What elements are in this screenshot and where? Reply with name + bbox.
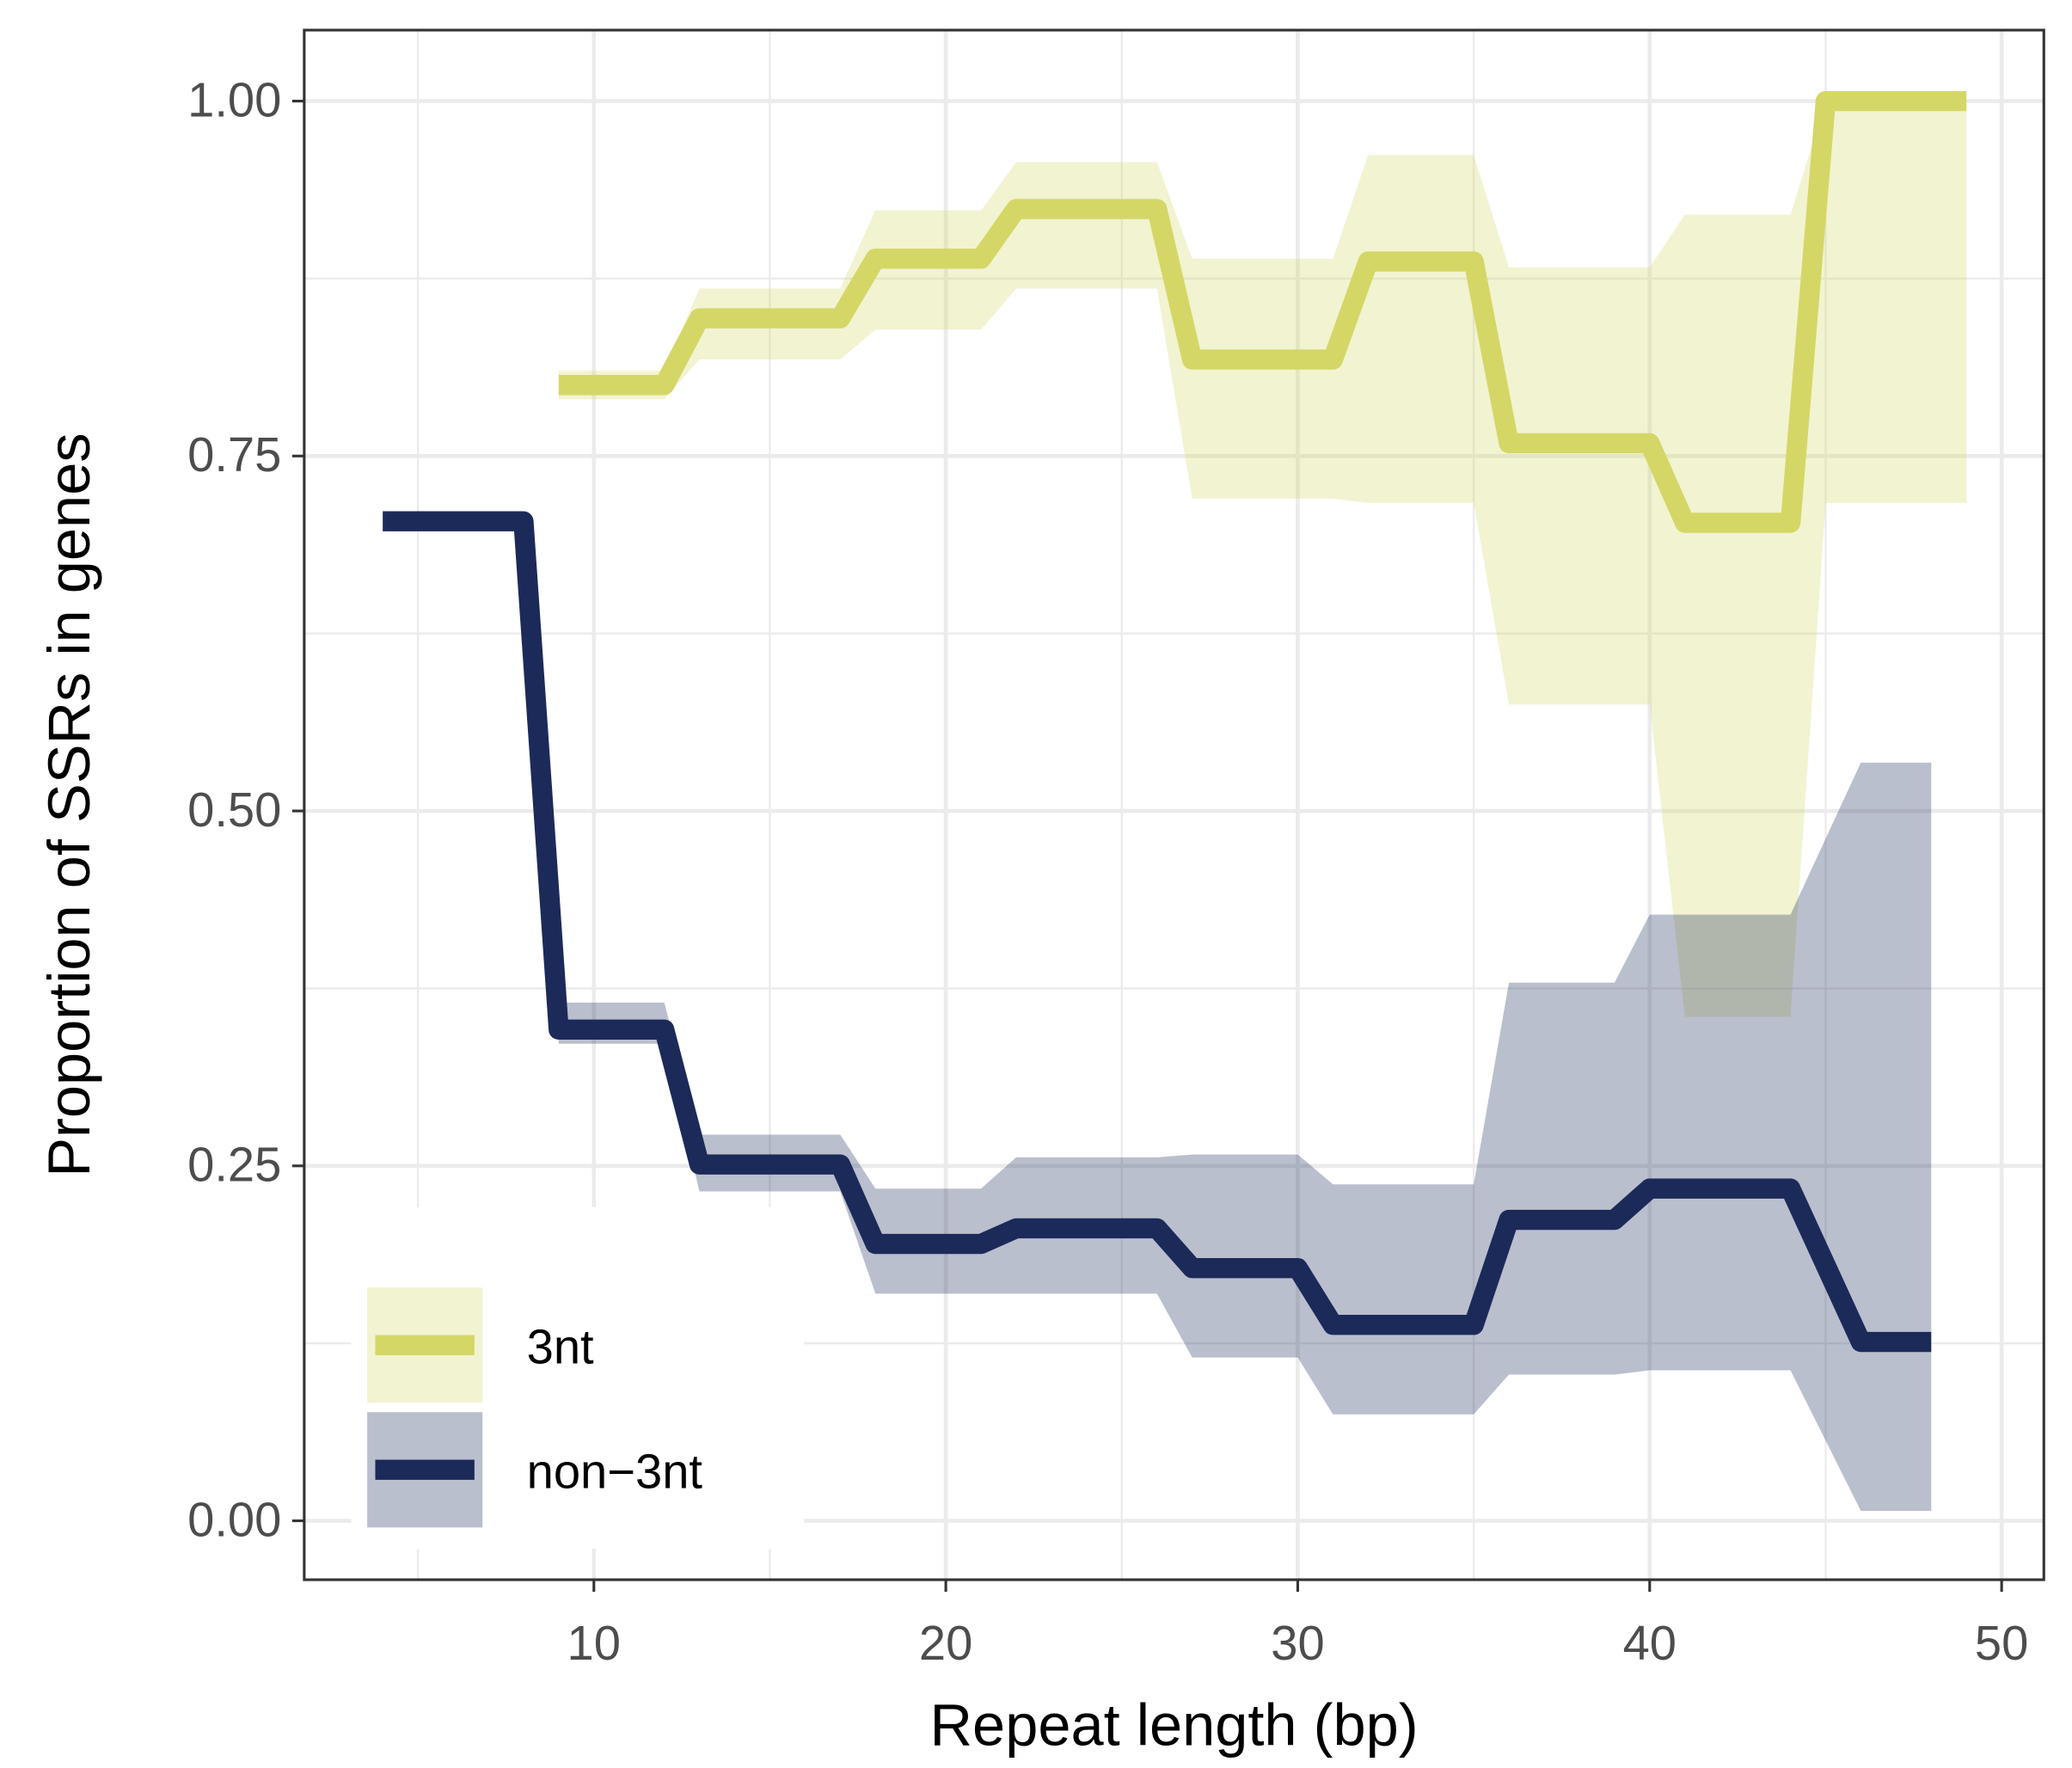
marks xyxy=(383,90,1967,1511)
y-axis-title: Proportion of SSRs in genes xyxy=(36,433,102,1176)
y-tick-label: 0.75 xyxy=(187,427,281,482)
x-tick-label: 50 xyxy=(1975,1616,2028,1670)
ribbon xyxy=(558,101,1967,1017)
axes: 10 20 30 40 50 0.00 0.25 0.50 0.75 1.00 xyxy=(187,72,2028,1669)
legend-background xyxy=(351,1206,805,1550)
legend-label: 3nt xyxy=(527,1319,594,1373)
x-tick-label: 40 xyxy=(1623,1616,1677,1670)
line xyxy=(383,511,1932,1353)
panel-border xyxy=(303,28,2045,1581)
y-tick-label: 0.25 xyxy=(187,1138,281,1192)
y-tick-label: 0.00 xyxy=(187,1492,281,1546)
y-tick-label: 0.50 xyxy=(187,783,281,837)
legend: 3nt non−3nt xyxy=(351,1206,805,1550)
x-tick-label: 10 xyxy=(567,1616,621,1670)
x-tick-label: 30 xyxy=(1271,1616,1324,1670)
y-tick-label: 1.00 xyxy=(187,72,281,126)
x-tick-label: 20 xyxy=(919,1616,972,1670)
ribbon xyxy=(558,762,1932,1511)
line xyxy=(558,90,1967,533)
x-axis-title: Repeat length (bp) xyxy=(930,1692,1419,1759)
legend-label: non−3nt xyxy=(527,1444,703,1498)
